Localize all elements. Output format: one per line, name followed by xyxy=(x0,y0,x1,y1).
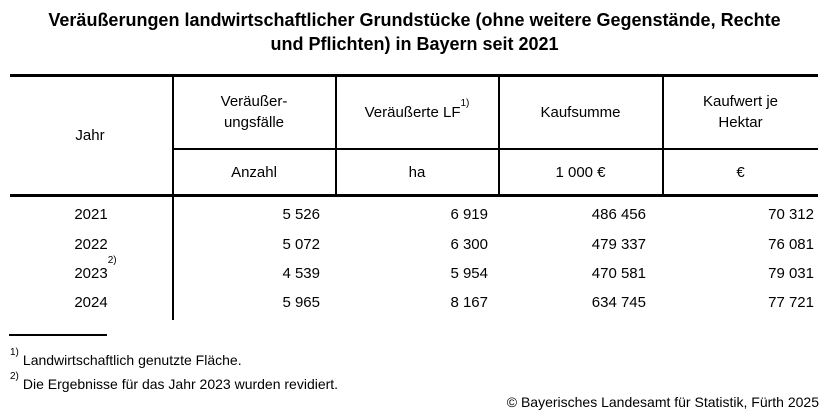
kaufsumme-cell: 479 337 xyxy=(591,236,646,253)
year-value: 2022 xyxy=(74,236,108,253)
footnote-ref-1: 1) xyxy=(460,97,470,109)
kaufsumme-cell: 470 581 xyxy=(591,265,646,282)
column-separator-lf xyxy=(498,74,500,197)
year-value: 2023 xyxy=(74,265,108,282)
header-veraeusserte-lf-label: Veräußerte LF xyxy=(364,103,461,121)
footnote-1: 1) Landwirtschaftlich genutzte Fläche. xyxy=(10,348,242,369)
page-title-line-1: Veräußerungen landwirtschaftlicher Grund… xyxy=(48,10,781,30)
header-jahr: Jahr xyxy=(75,126,105,144)
footnote-1-marker: 1) xyxy=(10,347,19,359)
footnote-1-text: Landwirtschaftlich genutzte Fläche. xyxy=(22,352,242,368)
year-cell: 2024 xyxy=(10,288,172,317)
year-cell: 2023 2) xyxy=(74,255,117,283)
faelle-cell: 5 526 xyxy=(282,206,320,223)
unit-ha: ha xyxy=(408,163,426,181)
column-separator-jahr xyxy=(172,74,174,320)
lf-cell: 6 300 xyxy=(450,236,488,253)
copyright-notice: © Bayerisches Landesamt für Statistik, F… xyxy=(506,394,819,410)
header-veraeusserungsfaelle-line-2: ungsfälle xyxy=(223,114,285,131)
kaufwert-cell: 77 721 xyxy=(768,294,814,311)
header-kaufwert-line-1: Kaufwert je xyxy=(702,93,779,110)
footnote-separator xyxy=(9,334,107,336)
table-row: 2023 2) 4 539 5 954 470 581 79 031 xyxy=(10,255,818,288)
lf-cell: 8 167 xyxy=(450,294,488,311)
header-veraeusserungsfaelle-line-1: Veräußer- xyxy=(220,93,288,110)
footnote-2: 2) Die Ergebnisse für das Jahr 2023 wurde… xyxy=(10,372,339,393)
header-kaufwert-line-2: Hektar xyxy=(718,114,763,131)
kaufwert-cell: 70 312 xyxy=(768,206,814,223)
header-veraeusserungsfaelle: Veräußer- ungsfälle xyxy=(174,77,334,147)
table-row: 2021 5 526 6 919 486 456 70 312 xyxy=(10,200,818,229)
table-top-border xyxy=(10,74,818,77)
footnote-2-marker: 2) xyxy=(10,371,19,383)
column-separator-kaufsumme xyxy=(662,74,664,197)
kaufsumme-cell: 486 456 xyxy=(591,206,646,223)
unit-anzahl: Anzahl xyxy=(231,163,277,181)
year-value: 2024 xyxy=(74,294,108,311)
unit-euro: € xyxy=(736,163,745,181)
column-separator-faelle xyxy=(335,74,337,197)
year-value: 2021 xyxy=(74,206,108,223)
table-row: 2024 5 965 8 167 634 745 77 721 xyxy=(10,288,818,317)
faelle-cell: 5 965 xyxy=(282,294,320,311)
faelle-cell: 4 539 xyxy=(282,265,320,282)
unit-1000-euro: 1 000 € xyxy=(555,163,606,181)
kaufsumme-cell: 634 745 xyxy=(591,294,646,311)
header-bottom-border xyxy=(10,194,818,197)
kaufwert-cell: 79 031 xyxy=(768,265,814,282)
page-title-line-2: und Pflichten) in Bayern seit 2021 xyxy=(270,34,559,54)
lf-cell: 6 919 xyxy=(450,206,488,223)
header-kaufsumme: Kaufsumme xyxy=(540,103,621,121)
header-row-separator xyxy=(172,148,818,150)
lf-cell: 5 954 xyxy=(450,265,488,282)
year-cell: 2022 xyxy=(10,230,172,259)
table-row: 2022 5 072 6 300 479 337 76 081 xyxy=(10,230,818,259)
header-veraeusserte-lf: Veräußerte LF1) xyxy=(337,77,497,147)
kaufwert-cell: 76 081 xyxy=(768,236,814,253)
page-title: Veräußerungen landwirtschaftlicher Grund… xyxy=(0,8,829,56)
year-cell: 2021 xyxy=(10,200,172,229)
header-kaufwert-je-hektar: Kaufwert je Hektar xyxy=(664,77,817,147)
footnote-2-text: Die Ergebnisse für das Jahr 2023 wurden … xyxy=(22,376,339,392)
faelle-cell: 5 072 xyxy=(282,236,320,253)
